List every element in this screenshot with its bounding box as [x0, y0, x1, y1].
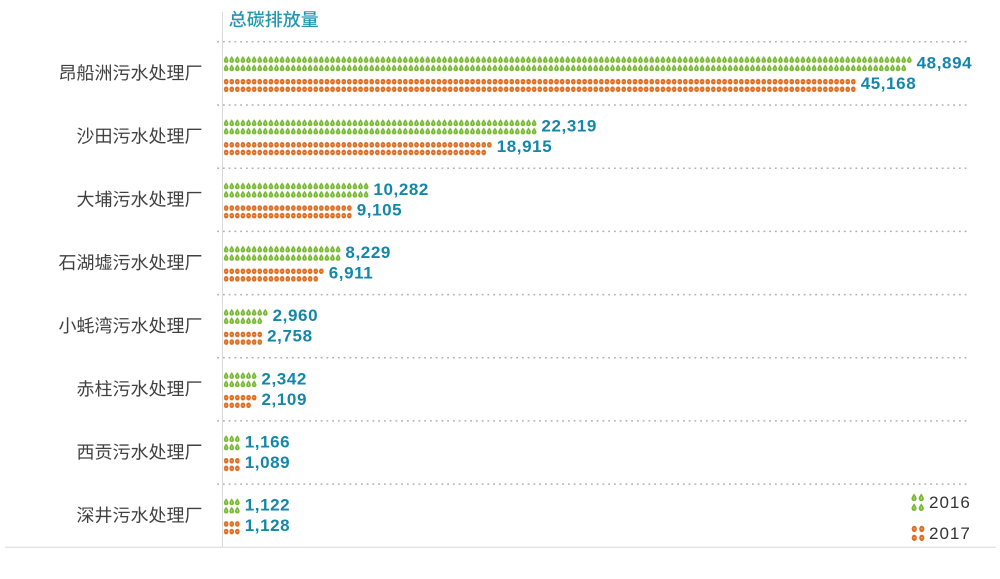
svg-text:10,282: 10,282 [373, 180, 429, 199]
svg-text:48,894: 48,894 [917, 53, 973, 72]
svg-text:1,089: 1,089 [245, 453, 291, 472]
svg-text:22,319: 22,319 [541, 117, 597, 136]
svg-text:2,960: 2,960 [273, 306, 319, 325]
svg-text:6,911: 6,911 [329, 264, 374, 283]
svg-text:9,105: 9,105 [357, 200, 403, 219]
svg-text:1,128: 1,128 [245, 516, 291, 535]
svg-text:2016: 2016 [929, 493, 971, 512]
svg-text:2,758: 2,758 [267, 327, 313, 346]
svg-text:18,915: 18,915 [497, 137, 553, 156]
svg-text:45,168: 45,168 [861, 74, 917, 93]
svg-text:1,166: 1,166 [245, 433, 291, 452]
svg-text:1,122: 1,122 [245, 496, 291, 515]
svg-text:2,109: 2,109 [262, 390, 308, 409]
svg-text:2,342: 2,342 [261, 369, 307, 388]
svg-text:2017: 2017 [929, 524, 971, 543]
svg-text:8,229: 8,229 [345, 243, 391, 262]
